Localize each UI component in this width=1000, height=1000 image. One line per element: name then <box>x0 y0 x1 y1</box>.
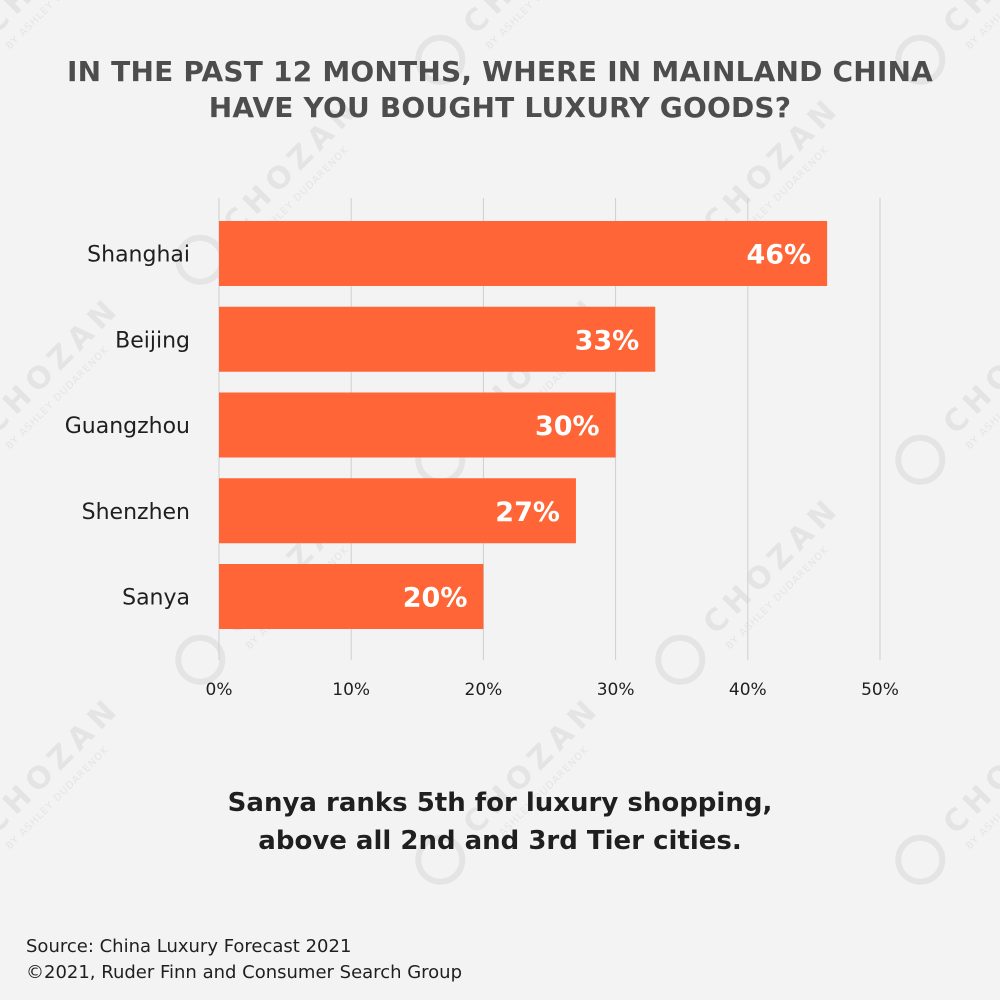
value-label-beijing: 33% <box>575 325 640 356</box>
value-label-sanya: 20% <box>403 583 468 614</box>
bar-sanya <box>219 564 484 629</box>
category-label-beijing: Beijing <box>115 328 190 353</box>
value-label-shenzhen: 27% <box>495 497 560 528</box>
x-tick-label-1: 10% <box>332 680 370 700</box>
x-tick-label-4: 40% <box>729 680 767 700</box>
watermark-byline-text: BY ASHLEY DUDARENOK <box>964 744 1000 852</box>
bar-guangzhou <box>219 392 616 458</box>
watermark-byline-text: BY ASHLEY DUDARENOK <box>4 744 112 852</box>
value-label-guangzhou: 30% <box>535 411 600 442</box>
source-block: Source: China Luxury Forecast 2021 ©2021… <box>26 934 462 986</box>
bar-beijing <box>219 306 656 372</box>
chart-title: IN THE PAST 12 MONTHS, WHERE IN MAINLAND… <box>66 55 934 124</box>
value-label-shanghai: 46% <box>746 240 811 271</box>
x-tick-label-2: 20% <box>465 680 503 700</box>
category-label-shenzhen: Shenzhen <box>82 500 190 525</box>
bar-shenzhen <box>219 478 576 544</box>
chart-caption: Sanya ranks 5th for luxury shopping, abo… <box>227 788 773 856</box>
category-label-guangzhou: Guangzhou <box>65 414 190 439</box>
copyright-line: ©2021, Ruder Finn and Consumer Search Gr… <box>26 962 463 983</box>
category-label-shanghai: Shanghai <box>87 243 190 268</box>
x-tick-label-5: 50% <box>861 680 899 700</box>
category-label-sanya: Sanya <box>122 586 190 611</box>
watermark-logo-icon <box>895 834 946 885</box>
x-tick-label-0: 0% <box>206 680 233 700</box>
bar-chart: 0% 10% 20% 30% 40% 50% Shanghai 46% Beijing 33% Gu… <box>65 198 899 700</box>
bar-shanghai <box>219 221 828 286</box>
x-tick-label-3: 30% <box>597 680 635 700</box>
source-line: Source: China Luxury Forecast 2021 <box>26 936 352 957</box>
